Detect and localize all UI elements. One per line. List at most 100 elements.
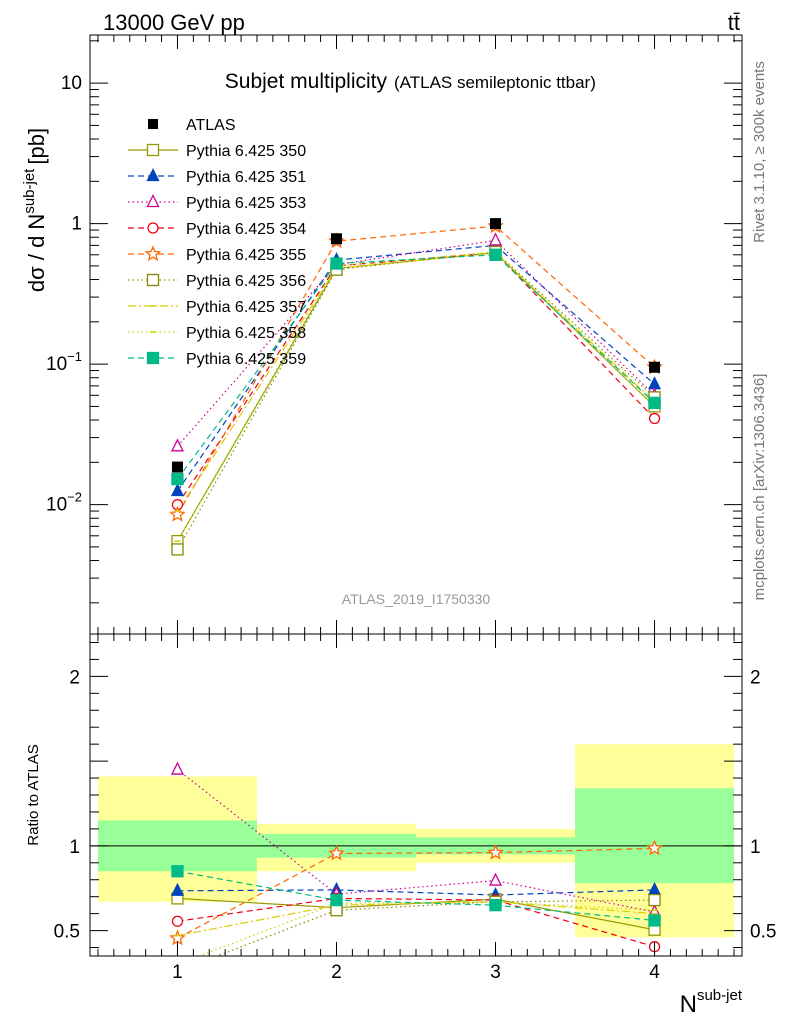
legend-label: Pythia 6.425 357 (186, 299, 306, 316)
main-y-tick-label: 10 (61, 73, 82, 94)
energy-label: 13000 GeV pp (103, 10, 245, 35)
main-series-line (176, 225, 655, 515)
ratio-series-point (170, 882, 185, 896)
atlas-data-point (490, 218, 502, 230)
ratio-y-axis-label: Ratio to ATLAS (25, 744, 42, 845)
ratio-series-line (177, 901, 655, 937)
legend-marker (146, 351, 160, 365)
legend-label: Pythia 6.425 354 (186, 221, 306, 238)
ratio-series-point (330, 893, 343, 907)
ratio-series-line (177, 897, 655, 948)
atlas-data-point (649, 361, 661, 373)
main-series-point (648, 396, 661, 410)
main-series-point (170, 483, 185, 497)
main-series-point (170, 438, 185, 452)
ratio-y-tick-label-right: 2 (750, 667, 761, 688)
ratio-series-point (646, 839, 663, 856)
main-series-line (176, 251, 655, 550)
ratio-band-green (575, 788, 735, 884)
legend-marker (146, 168, 160, 182)
x-tick-label: 3 (490, 962, 501, 983)
ratio-series-markers (169, 761, 663, 953)
main-series-point (489, 248, 502, 261)
main-series-point (647, 376, 662, 390)
ratio-series-line (177, 870, 655, 921)
main-series-line (176, 251, 655, 542)
legend-label: Pythia 6.425 358 (186, 325, 306, 342)
main-series-line (177, 252, 655, 505)
ratio-series-point (328, 844, 345, 861)
atlas-data-point (330, 233, 342, 245)
ratio-axis-ticks: 2 2 1 1 0.5 0.5 1 2 3 4 (54, 634, 776, 983)
ratio-series-line (177, 847, 655, 939)
legend-marker (144, 245, 162, 262)
main-y-tick-label: 1 (71, 214, 82, 235)
ratio-y-tick-label: 0.5 (54, 922, 80, 943)
main-series-point (171, 543, 184, 556)
ratio-y-tick-label: 1 (69, 837, 80, 858)
y-axis-label-unit: [pb] (24, 128, 49, 165)
ratio-series-point (488, 872, 503, 886)
ratio-y-tick-label-right: 1 (750, 837, 761, 858)
main-series-point (330, 257, 343, 270)
legend-label: Pythia 6.425 350 (186, 143, 306, 160)
main-axis-ticks: 10 1 10−1 10−2 (46, 35, 742, 634)
mcplots-label: mcplots.cern.ch [arXiv:1306.3436] (751, 374, 768, 601)
legend: ATLAS Pythia 6.425 350 Pythia 6.425 351 Pyt… (128, 117, 306, 368)
ratio-series-point (169, 929, 186, 946)
legend-label: Pythia 6.425 353 (186, 195, 306, 212)
main-series-line (177, 239, 655, 447)
ratio-panel (97, 744, 735, 938)
legend-marker (147, 222, 159, 234)
legend-marker (146, 273, 160, 287)
legend-label: Pythia 6.425 356 (186, 273, 306, 290)
main-series-point (169, 505, 186, 522)
legend-atlas-label: ATLAS (186, 117, 236, 134)
chart-subtitle: (ATLAS semileptonic ttbar) (394, 73, 596, 92)
main-series-line (177, 254, 655, 480)
x-tick-label: 4 (649, 962, 660, 983)
svg-text:dσ / d Nsub-jet[pb]: dσ / d Nsub-jet [pb] (21, 128, 49, 292)
ratio-y-tick-label-right: 0.5 (750, 922, 776, 943)
main-series-point (648, 412, 661, 425)
rivet-label: Rivet 3.1.10, ≥ 300k events (751, 61, 768, 243)
main-series-lines (176, 225, 655, 550)
ratio-y-tick-label: 2 (69, 667, 80, 688)
legend-atlas-marker (148, 119, 158, 129)
x-axis-label: Nsub-jet (680, 987, 743, 1018)
y-axis-label-sup: sub-jet (21, 168, 38, 214)
legend-label: Pythia 6.425 351 (186, 169, 306, 186)
legend-label: Pythia 6.425 359 (186, 351, 306, 368)
legend-marker (146, 194, 160, 208)
ratio-series-point (648, 893, 661, 907)
main-series-point (171, 472, 184, 486)
ratio-series-lines (177, 769, 655, 956)
main-series-line (176, 252, 655, 542)
main-series-line (176, 252, 655, 512)
ratio-series-point (171, 915, 184, 927)
ratio-series-point (648, 914, 661, 927)
legend-label: Pythia 6.425 355 (186, 247, 306, 264)
main-series-line (177, 244, 655, 492)
main-series-point (488, 232, 503, 246)
chart-title: Subjet multiplicity (225, 70, 388, 93)
ratio-series-point (330, 904, 343, 917)
y-axis-label: dσ / d Nsub-jet [pb] (21, 128, 49, 292)
ratio-series-point (487, 843, 504, 860)
atlas-data-point (171, 461, 183, 473)
main-y-tick-label: 10−1 (46, 349, 82, 375)
x-axis-label-main: N (680, 991, 697, 1018)
process-label: tt̄ (728, 10, 740, 35)
main-series-markers (169, 217, 663, 556)
x-tick-label: 1 (172, 962, 183, 983)
analysis-id: ATLAS_2019_I1750330 (342, 591, 491, 607)
x-tick-label: 2 (331, 962, 342, 983)
legend-marker (146, 143, 160, 157)
x-axis-label-sup: sub-jet (697, 987, 743, 1004)
ratio-series-point (170, 761, 185, 775)
ratio-series-point (489, 899, 502, 912)
ratio-series-point (171, 865, 184, 878)
y-axis-label-main: dσ / d N (24, 214, 49, 292)
main-y-tick-label: 10−2 (46, 490, 82, 516)
